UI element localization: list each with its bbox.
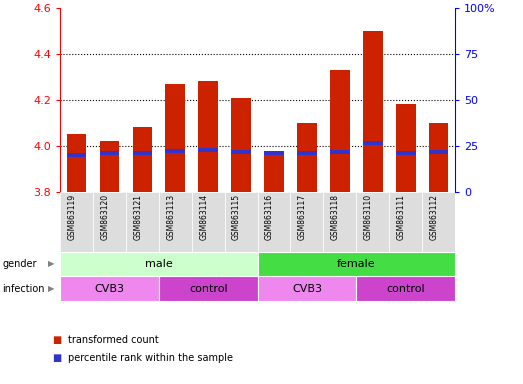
- Text: ■: ■: [52, 335, 62, 345]
- Bar: [100, 151, 119, 155]
- Bar: [264, 151, 284, 192]
- Text: female: female: [337, 259, 376, 269]
- Bar: [257, 252, 455, 276]
- Bar: [60, 192, 93, 252]
- Bar: [422, 192, 455, 252]
- Text: GSM863112: GSM863112: [429, 194, 439, 240]
- Bar: [231, 150, 251, 154]
- Bar: [396, 104, 415, 192]
- Bar: [257, 192, 290, 252]
- Bar: [330, 150, 350, 154]
- Text: GSM863114: GSM863114: [199, 194, 208, 240]
- Bar: [330, 70, 350, 192]
- Text: male: male: [145, 259, 173, 269]
- Text: transformed count: transformed count: [68, 335, 159, 345]
- Bar: [132, 151, 152, 155]
- Text: GSM863113: GSM863113: [166, 194, 175, 240]
- Bar: [198, 147, 218, 152]
- Text: ▶: ▶: [49, 260, 55, 268]
- Bar: [198, 81, 218, 192]
- Bar: [159, 276, 257, 301]
- Bar: [126, 192, 159, 252]
- Text: ■: ■: [52, 353, 62, 363]
- Bar: [231, 98, 251, 192]
- Bar: [429, 123, 448, 192]
- Text: GSM863111: GSM863111: [396, 194, 406, 240]
- Bar: [60, 276, 159, 301]
- Text: GSM863116: GSM863116: [265, 194, 274, 240]
- Bar: [363, 141, 383, 145]
- Bar: [165, 84, 185, 192]
- Text: CVB3: CVB3: [95, 284, 124, 294]
- Text: GSM863119: GSM863119: [67, 194, 76, 240]
- Text: infection: infection: [3, 284, 45, 294]
- Bar: [159, 192, 192, 252]
- Text: GSM863115: GSM863115: [232, 194, 241, 240]
- Bar: [396, 151, 415, 155]
- Bar: [290, 192, 323, 252]
- Bar: [323, 192, 356, 252]
- Bar: [60, 252, 257, 276]
- Bar: [67, 134, 86, 192]
- Bar: [93, 192, 126, 252]
- Text: CVB3: CVB3: [292, 284, 322, 294]
- Text: percentile rank within the sample: percentile rank within the sample: [68, 353, 233, 363]
- Text: GSM863121: GSM863121: [133, 194, 142, 240]
- Bar: [67, 153, 86, 157]
- Text: control: control: [386, 284, 425, 294]
- Bar: [363, 31, 383, 192]
- Bar: [389, 192, 422, 252]
- Text: GSM863120: GSM863120: [100, 194, 109, 240]
- Bar: [132, 127, 152, 192]
- Text: GSM863117: GSM863117: [298, 194, 307, 240]
- Bar: [257, 276, 356, 301]
- Bar: [165, 149, 185, 153]
- Bar: [264, 151, 284, 155]
- Text: GSM863110: GSM863110: [363, 194, 373, 240]
- Bar: [356, 276, 455, 301]
- Bar: [429, 150, 448, 154]
- Text: ▶: ▶: [49, 285, 55, 293]
- Bar: [100, 141, 119, 192]
- Text: control: control: [189, 284, 228, 294]
- Text: gender: gender: [3, 259, 37, 269]
- Bar: [225, 192, 257, 252]
- Bar: [297, 151, 317, 155]
- Bar: [356, 192, 389, 252]
- Bar: [192, 192, 225, 252]
- Bar: [297, 123, 317, 192]
- Text: GSM863118: GSM863118: [331, 194, 340, 240]
